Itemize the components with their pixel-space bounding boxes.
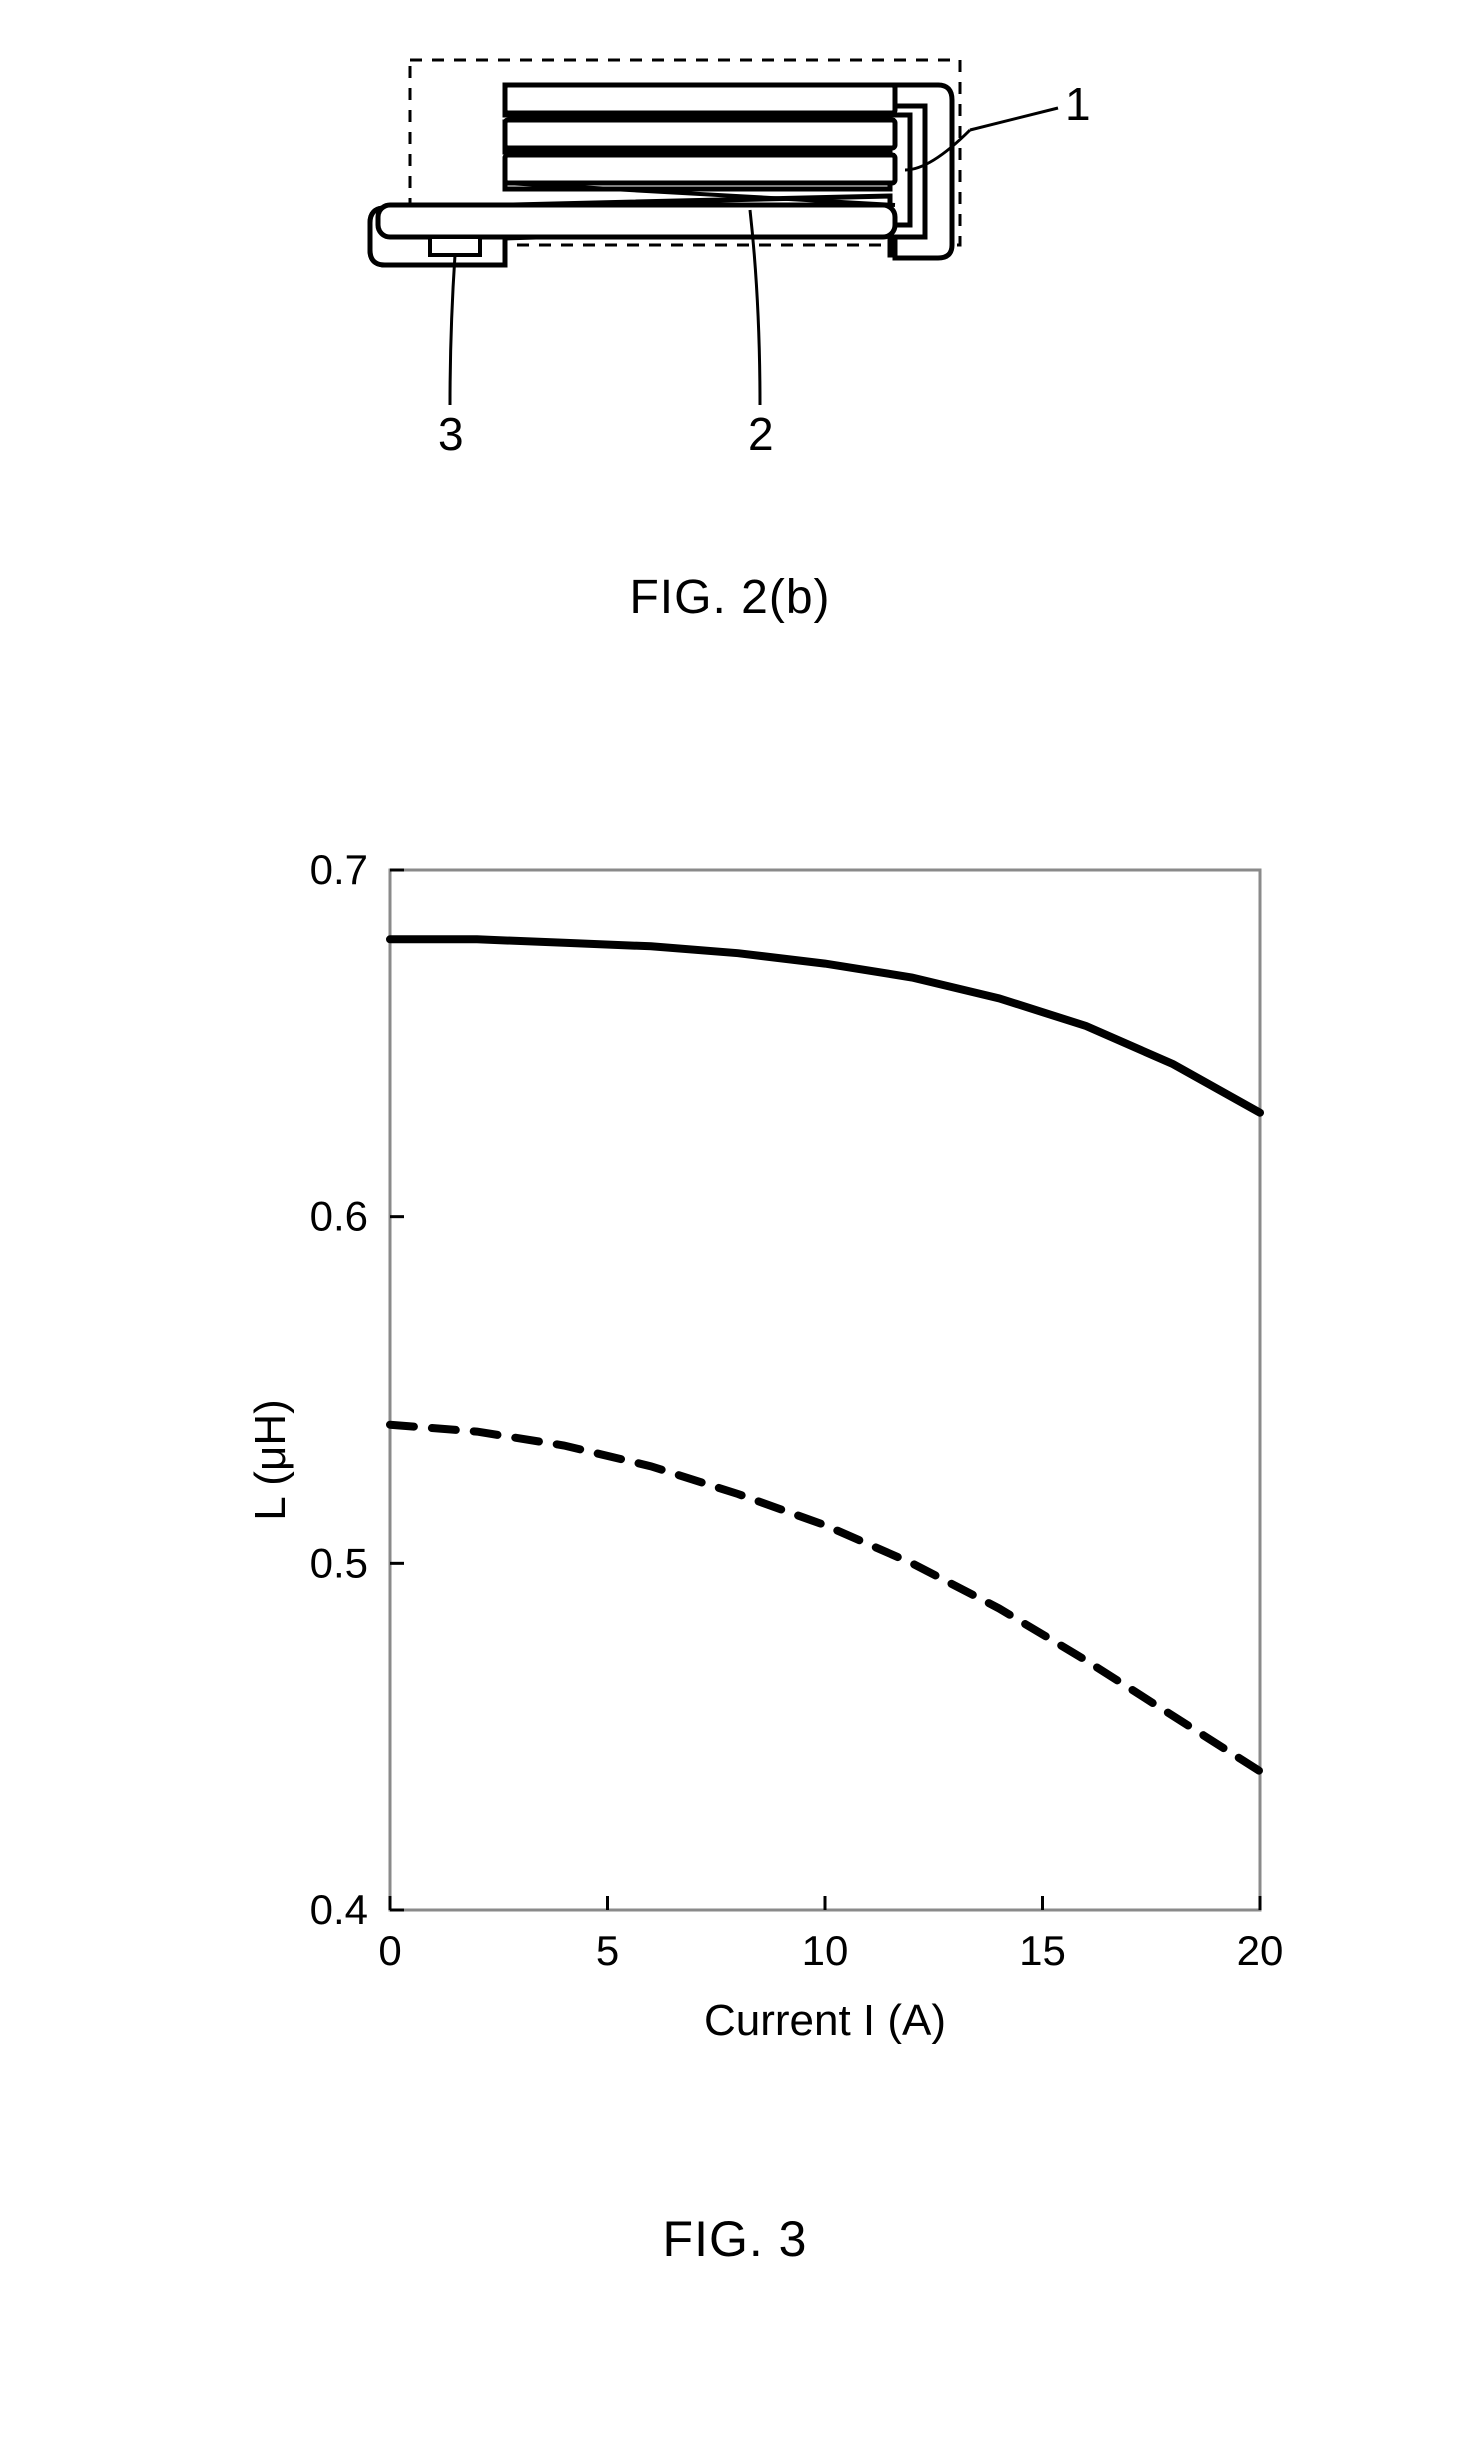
ytick-label: 0.6	[310, 1193, 368, 1240]
fig-3-svg: 0 5 10 15 20 0.4 0.5 0.6 0.7 Current I (A)	[210, 830, 1310, 2090]
fig-3-chart: 0 5 10 15 20 0.4 0.5 0.6 0.7 Current I (A) L (μH)	[210, 830, 1310, 2090]
series-dashed	[390, 1425, 1260, 1772]
fig-2b-block: 1 2 3 FIG. 2(b)	[260, 50, 1200, 625]
fig-2b-caption: FIG. 2(b)	[260, 570, 1200, 625]
xtick-label: 20	[1237, 1927, 1284, 1974]
terminal-pad	[430, 237, 480, 255]
fig-3-xlabel: Current I (A)	[704, 1996, 946, 2045]
ytick-label: 0.7	[310, 846, 368, 893]
fig-3-caption: FIG. 3	[150, 2210, 1320, 2268]
callout-label-1: 1	[1065, 78, 1090, 130]
ytick-label: 0.4	[310, 1886, 368, 1933]
coil-right-cap-top	[895, 85, 952, 258]
callout-label-2: 2	[748, 408, 774, 460]
fig-2b-diagram: 1 2 3	[330, 50, 1090, 470]
fig-3-block: 0 5 10 15 20 0.4 0.5 0.6 0.7 Current I (A) L (μH)…	[150, 830, 1320, 2268]
fig-3-ylabel: L (μH)	[246, 1399, 296, 1521]
callout-label-3: 3	[438, 408, 464, 460]
xtick-label: 0	[378, 1927, 401, 1974]
coil-windings-clean	[378, 85, 895, 237]
plot-frame	[390, 870, 1260, 1910]
xtick-label: 15	[1019, 1927, 1066, 1974]
series-solid	[390, 939, 1260, 1112]
xtick-label: 10	[802, 1927, 849, 1974]
xtick-label: 5	[596, 1927, 619, 1974]
ytick-label: 0.5	[310, 1539, 368, 1586]
